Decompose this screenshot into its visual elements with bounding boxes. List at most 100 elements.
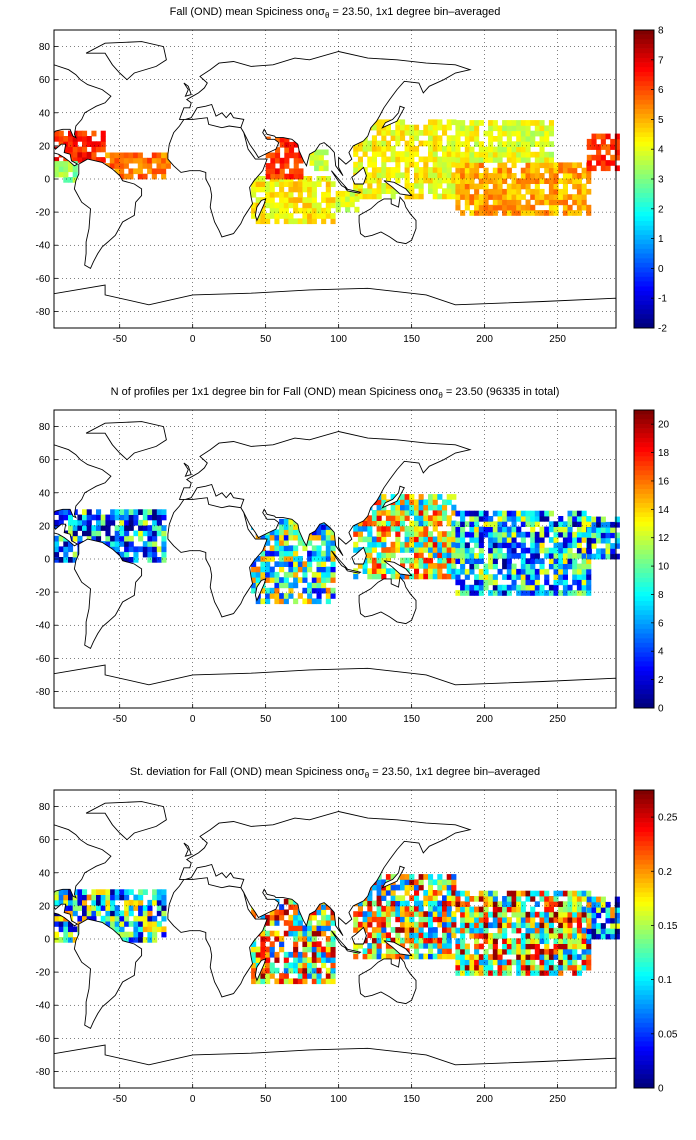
data-cell [497, 542, 503, 549]
data-cell [147, 546, 153, 553]
data-cell [539, 178, 545, 184]
colorbar-segment [634, 34, 654, 40]
colorbar-segment [634, 1083, 654, 1089]
data-cell [432, 172, 438, 179]
data-cell [558, 917, 564, 923]
data-cell [474, 125, 480, 132]
data-cell [460, 954, 466, 960]
data-cell [548, 911, 554, 918]
data-cell [265, 577, 271, 583]
colorbar-segment [634, 304, 654, 310]
data-cell [330, 213, 336, 219]
data-cell [91, 894, 97, 901]
data-cell [91, 915, 97, 922]
data-cell [483, 954, 489, 960]
colorbar-segment [634, 146, 654, 152]
data-cell [297, 978, 303, 985]
data-cell [474, 521, 480, 527]
colorbar-segment [634, 295, 654, 301]
data-cell [357, 140, 363, 147]
data-cell [390, 515, 396, 521]
data-cell [488, 173, 494, 179]
data-cell [432, 552, 438, 559]
data-cell [110, 894, 116, 901]
data-cell [414, 124, 420, 131]
data-cell [576, 210, 582, 216]
data-cell [446, 884, 452, 891]
data-cell [437, 520, 443, 527]
data-cell [395, 151, 401, 157]
data-cell [516, 922, 522, 929]
data-cell [345, 201, 351, 208]
data-cell [516, 553, 522, 559]
data-cell [511, 151, 517, 158]
data-cell [376, 130, 382, 136]
data-cell [68, 889, 74, 895]
colorbar-segment [634, 276, 654, 282]
data-cell [349, 201, 355, 208]
data-cell [283, 593, 289, 599]
data-cell [605, 548, 611, 555]
data-cell [367, 140, 373, 147]
data-cell [390, 948, 396, 954]
data-cell [293, 181, 299, 187]
data-cell [161, 173, 167, 180]
data-cell [316, 582, 322, 589]
colorbar-segment [634, 118, 654, 124]
data-cell [581, 526, 587, 533]
data-cell [68, 899, 74, 906]
x-tick-label: 150 [403, 334, 420, 345]
data-cell [516, 964, 522, 971]
data-cell [423, 161, 429, 168]
data-cell [390, 541, 396, 548]
data-cell [72, 130, 78, 137]
data-cell [581, 933, 587, 939]
data-cell [395, 135, 401, 141]
data-cell [269, 186, 275, 193]
data-cell [418, 552, 424, 559]
data-cell [548, 906, 554, 913]
colorbar-segment [634, 465, 654, 471]
data-cell [409, 510, 415, 516]
data-cell [400, 541, 406, 548]
data-cell [442, 541, 448, 548]
data-cell [553, 948, 559, 955]
data-cell [58, 921, 64, 927]
data-cell [156, 530, 162, 537]
data-cell [455, 173, 461, 179]
data-cell [548, 210, 554, 216]
data-cell [576, 954, 582, 960]
data-cell [152, 546, 158, 553]
colorbar-segment [634, 948, 654, 954]
data-cell [68, 136, 74, 142]
data-cell [330, 540, 336, 546]
data-cell [502, 906, 508, 913]
data-cell [152, 530, 158, 537]
data-cell [534, 194, 540, 200]
y-tick-label: -80 [36, 687, 51, 698]
data-cell [423, 953, 429, 960]
data-cell [123, 157, 129, 164]
data-cell [460, 125, 466, 132]
data-cell [497, 537, 503, 543]
data-cell [114, 541, 120, 547]
data-cell [474, 590, 480, 596]
data-cell [418, 916, 424, 923]
data-cell [274, 978, 280, 985]
data-cell [442, 905, 448, 912]
data-cell [446, 890, 452, 896]
data-cell [302, 561, 308, 567]
data-cell [260, 213, 266, 219]
data-cell [605, 917, 611, 924]
data-cell [251, 571, 257, 578]
data-cell [442, 900, 448, 907]
data-cell [506, 531, 512, 538]
data-cell [567, 584, 573, 591]
data-cell [376, 536, 382, 543]
data-cell [297, 186, 303, 193]
data-cell [395, 916, 401, 923]
data-cell [516, 901, 522, 907]
data-cell [539, 173, 545, 179]
data-cell [128, 168, 134, 175]
data-cell [423, 520, 429, 527]
